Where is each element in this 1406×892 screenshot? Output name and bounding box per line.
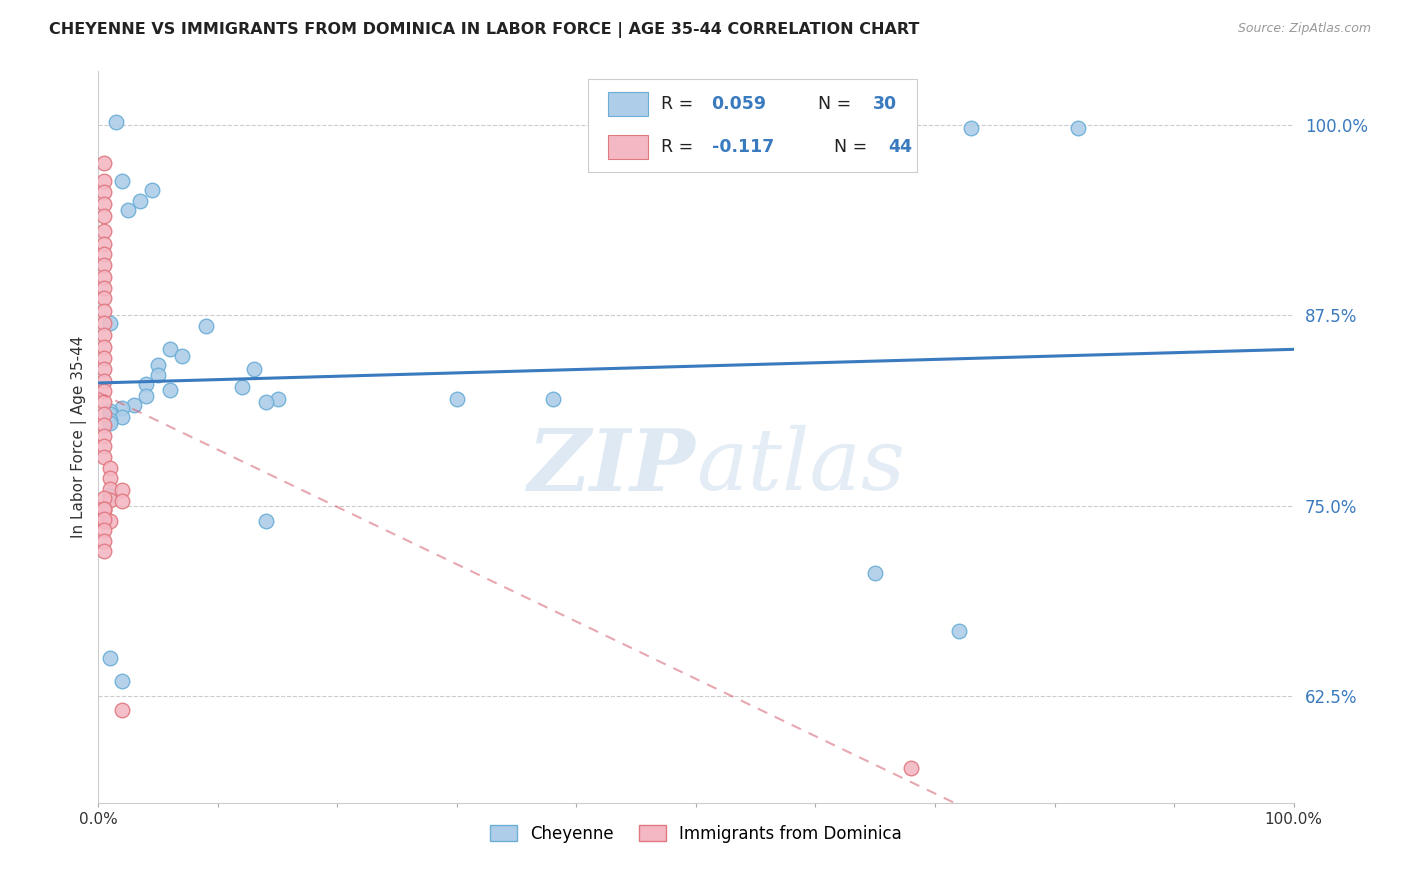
Point: [111, 174, 134, 188]
Point: [98, 488, 122, 502]
Point: [93, 174, 115, 188]
Point: [93, 544, 115, 558]
Point: [148, 368, 170, 382]
Point: [93, 281, 115, 295]
Point: [541, 392, 564, 406]
Point: [98, 492, 122, 507]
Point: [446, 392, 468, 406]
Point: [148, 359, 170, 373]
Point: [93, 374, 115, 388]
Point: [135, 389, 157, 403]
Point: [93, 247, 115, 261]
Point: [93, 236, 115, 251]
Text: ZIP: ZIP: [529, 425, 696, 508]
Text: 44: 44: [889, 138, 912, 156]
Y-axis label: In Labor Force | Age 35-44: In Labor Force | Age 35-44: [72, 336, 87, 538]
Point: [111, 673, 134, 688]
Point: [93, 197, 115, 211]
Point: [231, 380, 253, 394]
Point: [93, 439, 115, 453]
Point: [93, 258, 115, 272]
Point: [254, 395, 277, 409]
FancyBboxPatch shape: [607, 92, 648, 116]
Point: [98, 651, 122, 665]
Text: 30: 30: [873, 95, 897, 113]
Point: [98, 407, 122, 421]
Point: [111, 410, 134, 425]
Legend: Cheyenne, Immigrants from Dominica: Cheyenne, Immigrants from Dominica: [484, 818, 908, 849]
Point: [117, 202, 139, 217]
Point: [98, 316, 122, 330]
Point: [93, 340, 115, 354]
Point: [93, 501, 115, 516]
Point: [98, 413, 122, 427]
Text: 0.059: 0.059: [711, 95, 766, 113]
Point: [93, 491, 115, 505]
Point: [243, 361, 266, 376]
Point: [93, 417, 115, 432]
Point: [98, 417, 122, 431]
Point: [93, 209, 115, 223]
Point: [93, 395, 115, 409]
Point: [93, 514, 115, 528]
Point: [93, 185, 115, 199]
Point: [111, 401, 134, 416]
Point: [93, 407, 115, 421]
Point: [93, 428, 115, 442]
Point: [111, 494, 134, 508]
Point: [135, 376, 157, 391]
Point: [267, 392, 290, 406]
Point: [93, 523, 115, 537]
Point: [105, 114, 128, 128]
Point: [111, 483, 134, 498]
Point: [93, 292, 115, 306]
Point: [195, 318, 218, 333]
Point: [129, 194, 152, 208]
Point: [93, 155, 115, 169]
Point: [159, 383, 181, 397]
Point: [93, 328, 115, 343]
Point: [98, 404, 122, 418]
Point: [93, 533, 115, 548]
Text: R =: R =: [661, 138, 699, 156]
Point: [93, 501, 115, 516]
Point: [93, 384, 115, 399]
Point: [98, 471, 122, 485]
Point: [1067, 120, 1090, 135]
Point: [98, 514, 122, 528]
Text: CHEYENNE VS IMMIGRANTS FROM DOMINICA IN LABOR FORCE | AGE 35-44 CORRELATION CHAR: CHEYENNE VS IMMIGRANTS FROM DOMINICA IN …: [49, 22, 920, 38]
Point: [960, 120, 983, 135]
Point: [141, 183, 163, 197]
Point: [93, 316, 115, 330]
Point: [93, 224, 115, 238]
Point: [93, 270, 115, 285]
Point: [172, 349, 194, 363]
Point: [93, 361, 115, 376]
Point: [254, 514, 277, 528]
Point: [111, 703, 134, 717]
Point: [93, 351, 115, 365]
Point: [865, 566, 887, 580]
Text: Source: ZipAtlas.com: Source: ZipAtlas.com: [1237, 22, 1371, 36]
Text: -0.117: -0.117: [711, 138, 773, 156]
Point: [93, 303, 115, 318]
Text: N =: N =: [807, 95, 856, 113]
Point: [948, 624, 970, 638]
Text: N =: N =: [823, 138, 872, 156]
Text: R =: R =: [661, 95, 699, 113]
Point: [98, 482, 122, 496]
Point: [93, 503, 115, 517]
Point: [98, 460, 122, 475]
FancyBboxPatch shape: [607, 136, 648, 159]
Point: [93, 512, 115, 526]
Text: atlas: atlas: [696, 425, 905, 508]
Point: [900, 761, 922, 775]
FancyBboxPatch shape: [589, 78, 917, 172]
Point: [124, 398, 146, 412]
Point: [159, 342, 181, 356]
Point: [93, 450, 115, 464]
